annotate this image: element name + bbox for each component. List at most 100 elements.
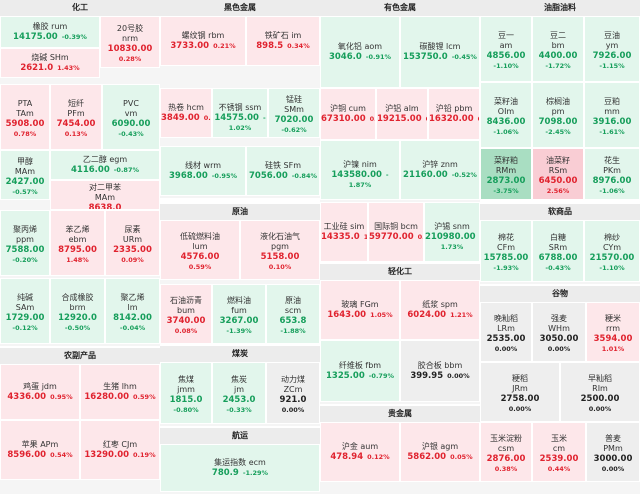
change-percent: 0.13% <box>64 130 88 138</box>
tile-cm[interactable]: 玉米 cm 2539.00 0.44% <box>532 422 586 482</box>
tile-mm[interactable]: 豆粕 mm 3916.00 -1.61% <box>584 82 640 148</box>
tile-lcm[interactable]: 碳酸锂 lcm 153750.0 -0.45% <box>400 16 480 88</box>
tile-aum[interactable]: 沪金 aum 478.94 0.12% <box>320 422 400 482</box>
tile-zcm[interactable]: 动力煤 ZCm 921.0 0.00% <box>266 362 320 424</box>
tile-jdm[interactable]: 鸡蛋 jdm 4336.00 0.95% <box>0 364 80 420</box>
last-price: 13290.00 <box>84 450 130 460</box>
tile-lhm[interactable]: 生猪 lhm 16280.00 0.59% <box>80 364 160 420</box>
tile-pmm[interactable]: 普麦 PMm 3000.00 0.00% <box>586 422 640 482</box>
last-price: 780.9 <box>211 468 239 478</box>
tile-jmm[interactable]: 焦煤 jmm 1815.0 -0.80% <box>160 362 212 424</box>
tile-pkm[interactable]: 花生 PKm 8976.00 -1.06% <box>584 148 640 200</box>
tile-jrm[interactable]: 粳稻 JRm 2758.00 0.00% <box>480 362 560 422</box>
last-price: 16320.00 <box>429 114 474 124</box>
tile-ecm[interactable]: 集运指数 ecm 780.9 -1.29% <box>160 444 320 492</box>
tile-scm[interactable]: 原油 scm 653.8 -1.88% <box>266 284 320 344</box>
last-price: 2427.00 <box>5 177 45 187</box>
last-price: 4576.00 <box>180 252 220 262</box>
tile-ym[interactable]: 豆油 ym 7926.00 -1.15% <box>584 16 640 82</box>
contract-name: 油菜籽 RSm <box>546 156 570 175</box>
contract-name: 乙二醇 egm <box>82 155 128 164</box>
change-percent: -1.29% <box>242 469 269 477</box>
tile-aom[interactable]: 氧化铝 aom 3046.0 -0.91% <box>320 16 400 88</box>
change-percent: -1.93% <box>493 264 519 272</box>
tile-ppm[interactable]: 聚丙烯 ppm 7588.00 -0.20% <box>0 210 50 276</box>
change-percent: 0.28% <box>118 55 142 63</box>
tile-egm[interactable]: 乙二醇 egm 4116.00 -0.87% <box>50 150 160 180</box>
tile-fgm[interactable]: 玻璃 FGm 1643.00 1.05% <box>320 280 400 340</box>
tile-ssm[interactable]: 不锈钢 ssm 14575.00 -1.02% <box>212 88 268 138</box>
tile-znm[interactable]: 沪锌 znm 21160.00 -0.52% <box>400 140 480 200</box>
tile-am[interactable]: 豆一 am 4856.00 -1.10% <box>480 16 532 82</box>
tile-wrm[interactable]: 线材 wrm 3968.00 -0.95% <box>160 146 246 196</box>
tile-nrm[interactable]: 20号胶 nrm 10830.00 0.28% <box>100 16 160 68</box>
tile-sfm[interactable]: 硅铁 SFm 7056.00 -0.84% <box>246 146 320 196</box>
contract-name: 胶合板 bbm <box>417 361 463 370</box>
tile-tam[interactable]: PTA TAm 5908.00 0.78% <box>0 84 50 150</box>
tile-cfm[interactable]: 棉花 CFm 15785.00 -1.93% <box>480 220 532 282</box>
tile-im[interactable]: 铁矿石 im 898.5 0.34% <box>246 16 320 66</box>
tile-lm[interactable]: 聚乙烯 lm 8142.00 -0.04% <box>105 278 160 344</box>
tile-brm[interactable]: 合成橡胶 brm 12920.0 -0.50% <box>50 278 105 344</box>
tile-csm[interactable]: 玉米淀粉 csm 2876.00 0.38% <box>480 422 532 482</box>
tile-pm[interactable]: 棕榈油 pm 7098.00 -2.45% <box>532 82 584 148</box>
tile-bm[interactable]: 豆二 bm 4400.00 -1.72% <box>532 16 584 82</box>
tile-ebm[interactable]: 苯乙烯 ebm 8795.00 1.48% <box>50 210 105 276</box>
contract-name: 白糖 SRm <box>548 233 568 252</box>
tile-rrm[interactable]: 粳米 rrm 3594.00 1.01% <box>586 302 640 362</box>
tile-mam[interactable]: 甲醇 MAm 2427.00 -0.57% <box>0 150 50 200</box>
contract-name: 螺纹钢 rbm <box>181 31 225 40</box>
tile-fbm[interactable]: 纤维板 fbm 1325.00 -0.79% <box>320 340 400 402</box>
contract-name: 聚乙烯 lm <box>120 293 145 312</box>
change-percent: -0.80% <box>173 406 199 414</box>
tile-cjm[interactable]: 红枣 CJm 13290.00 0.19% <box>80 420 160 480</box>
tile-whm[interactable]: 强麦 WHm 3050.00 0.00% <box>532 302 586 362</box>
last-price: 3968.00 <box>169 171 208 181</box>
contract-name: 碳酸锂 lcm <box>419 42 461 51</box>
tile-fum[interactable]: 燃料油 fum 3267.00 -1.39% <box>212 284 266 344</box>
tile-rbm[interactable]: 螺纹钢 rbm 3733.00 0.21% <box>160 16 246 66</box>
tile-smm[interactable]: 锰硅 SMm 7020.00 -0.62% <box>268 88 320 138</box>
tile-lrm[interactable]: 晚籼稻 LRm 2535.00 0.00% <box>480 302 532 362</box>
tile-vm[interactable]: PVC vm 6090.00 -0.43% <box>102 84 160 150</box>
tile-pgm[interactable]: 液化石油气 pgm 5158.00 0.10% <box>240 220 320 280</box>
tile-cym[interactable]: 棉纱 CYm 21570.00 -1.10% <box>584 220 640 282</box>
tile-bum[interactable]: 石油沥青 bum 3740.00 0.08% <box>160 284 212 344</box>
tile-srm[interactable]: 白糖 SRm 6788.00 -0.43% <box>532 220 584 282</box>
change-percent: 2.56% <box>546 187 570 195</box>
tile-rsm[interactable]: 油菜籽 RSm 6450.00 2.56% <box>532 148 584 200</box>
tile-pfm[interactable]: 短纤 PFm 7454.00 0.13% <box>50 84 102 150</box>
change-percent: 0.08% <box>203 114 211 122</box>
tile-bbm[interactable]: 胶合板 bbm 399.95 0.00% <box>400 340 480 402</box>
tile-apm[interactable]: 苹果 APm 8596.00 0.54% <box>0 420 80 480</box>
change-percent: 0.44% <box>547 465 571 473</box>
tile-spm[interactable]: 纸浆 spm 6024.00 1.21% <box>400 280 480 340</box>
tile-rmm[interactable]: 菜籽粕 RMm 2873.00 -3.75% <box>480 148 532 200</box>
tile-shm[interactable]: 烧碱 SHm 2621.0 1.43% <box>0 48 100 78</box>
tile-agm[interactable]: 沪银 agm 5862.00 0.05% <box>400 422 480 482</box>
tile-rum[interactable]: 橡胶 rum 14175.00 -0.39% <box>0 16 100 48</box>
contract-name: 鸡蛋 jdm <box>23 382 57 391</box>
tile-olm[interactable]: 菜籽油 OIm 8436.00 -1.06% <box>480 82 532 148</box>
tile-urm[interactable]: 尿素 URm 2335.00 0.09% <box>105 210 160 276</box>
contract-name: 沪银 agm <box>421 442 459 451</box>
tile-nim[interactable]: 沪镍 nim 143580.00 -1.87% <box>320 140 400 200</box>
tile-lum[interactable]: 低硫燃料油 lum 4576.00 0.59% <box>160 220 240 280</box>
change-percent: -0.20% <box>12 256 38 264</box>
contract-name: PTA TAm <box>16 99 34 118</box>
last-price: 8436.00 <box>486 117 526 127</box>
change-percent: 1.48% <box>66 256 89 264</box>
tile-sam[interactable]: 纯碱 SAm 1729.00 -0.12% <box>0 278 50 344</box>
change-percent: -3.75% <box>493 187 519 195</box>
tile-rim[interactable]: 早籼稻 RIm 2500.00 0.00% <box>560 362 640 422</box>
contract-name: 橡胶 rum <box>32 22 68 31</box>
tile-jm[interactable]: 焦炭 jm 2453.0 -0.33% <box>212 362 266 424</box>
